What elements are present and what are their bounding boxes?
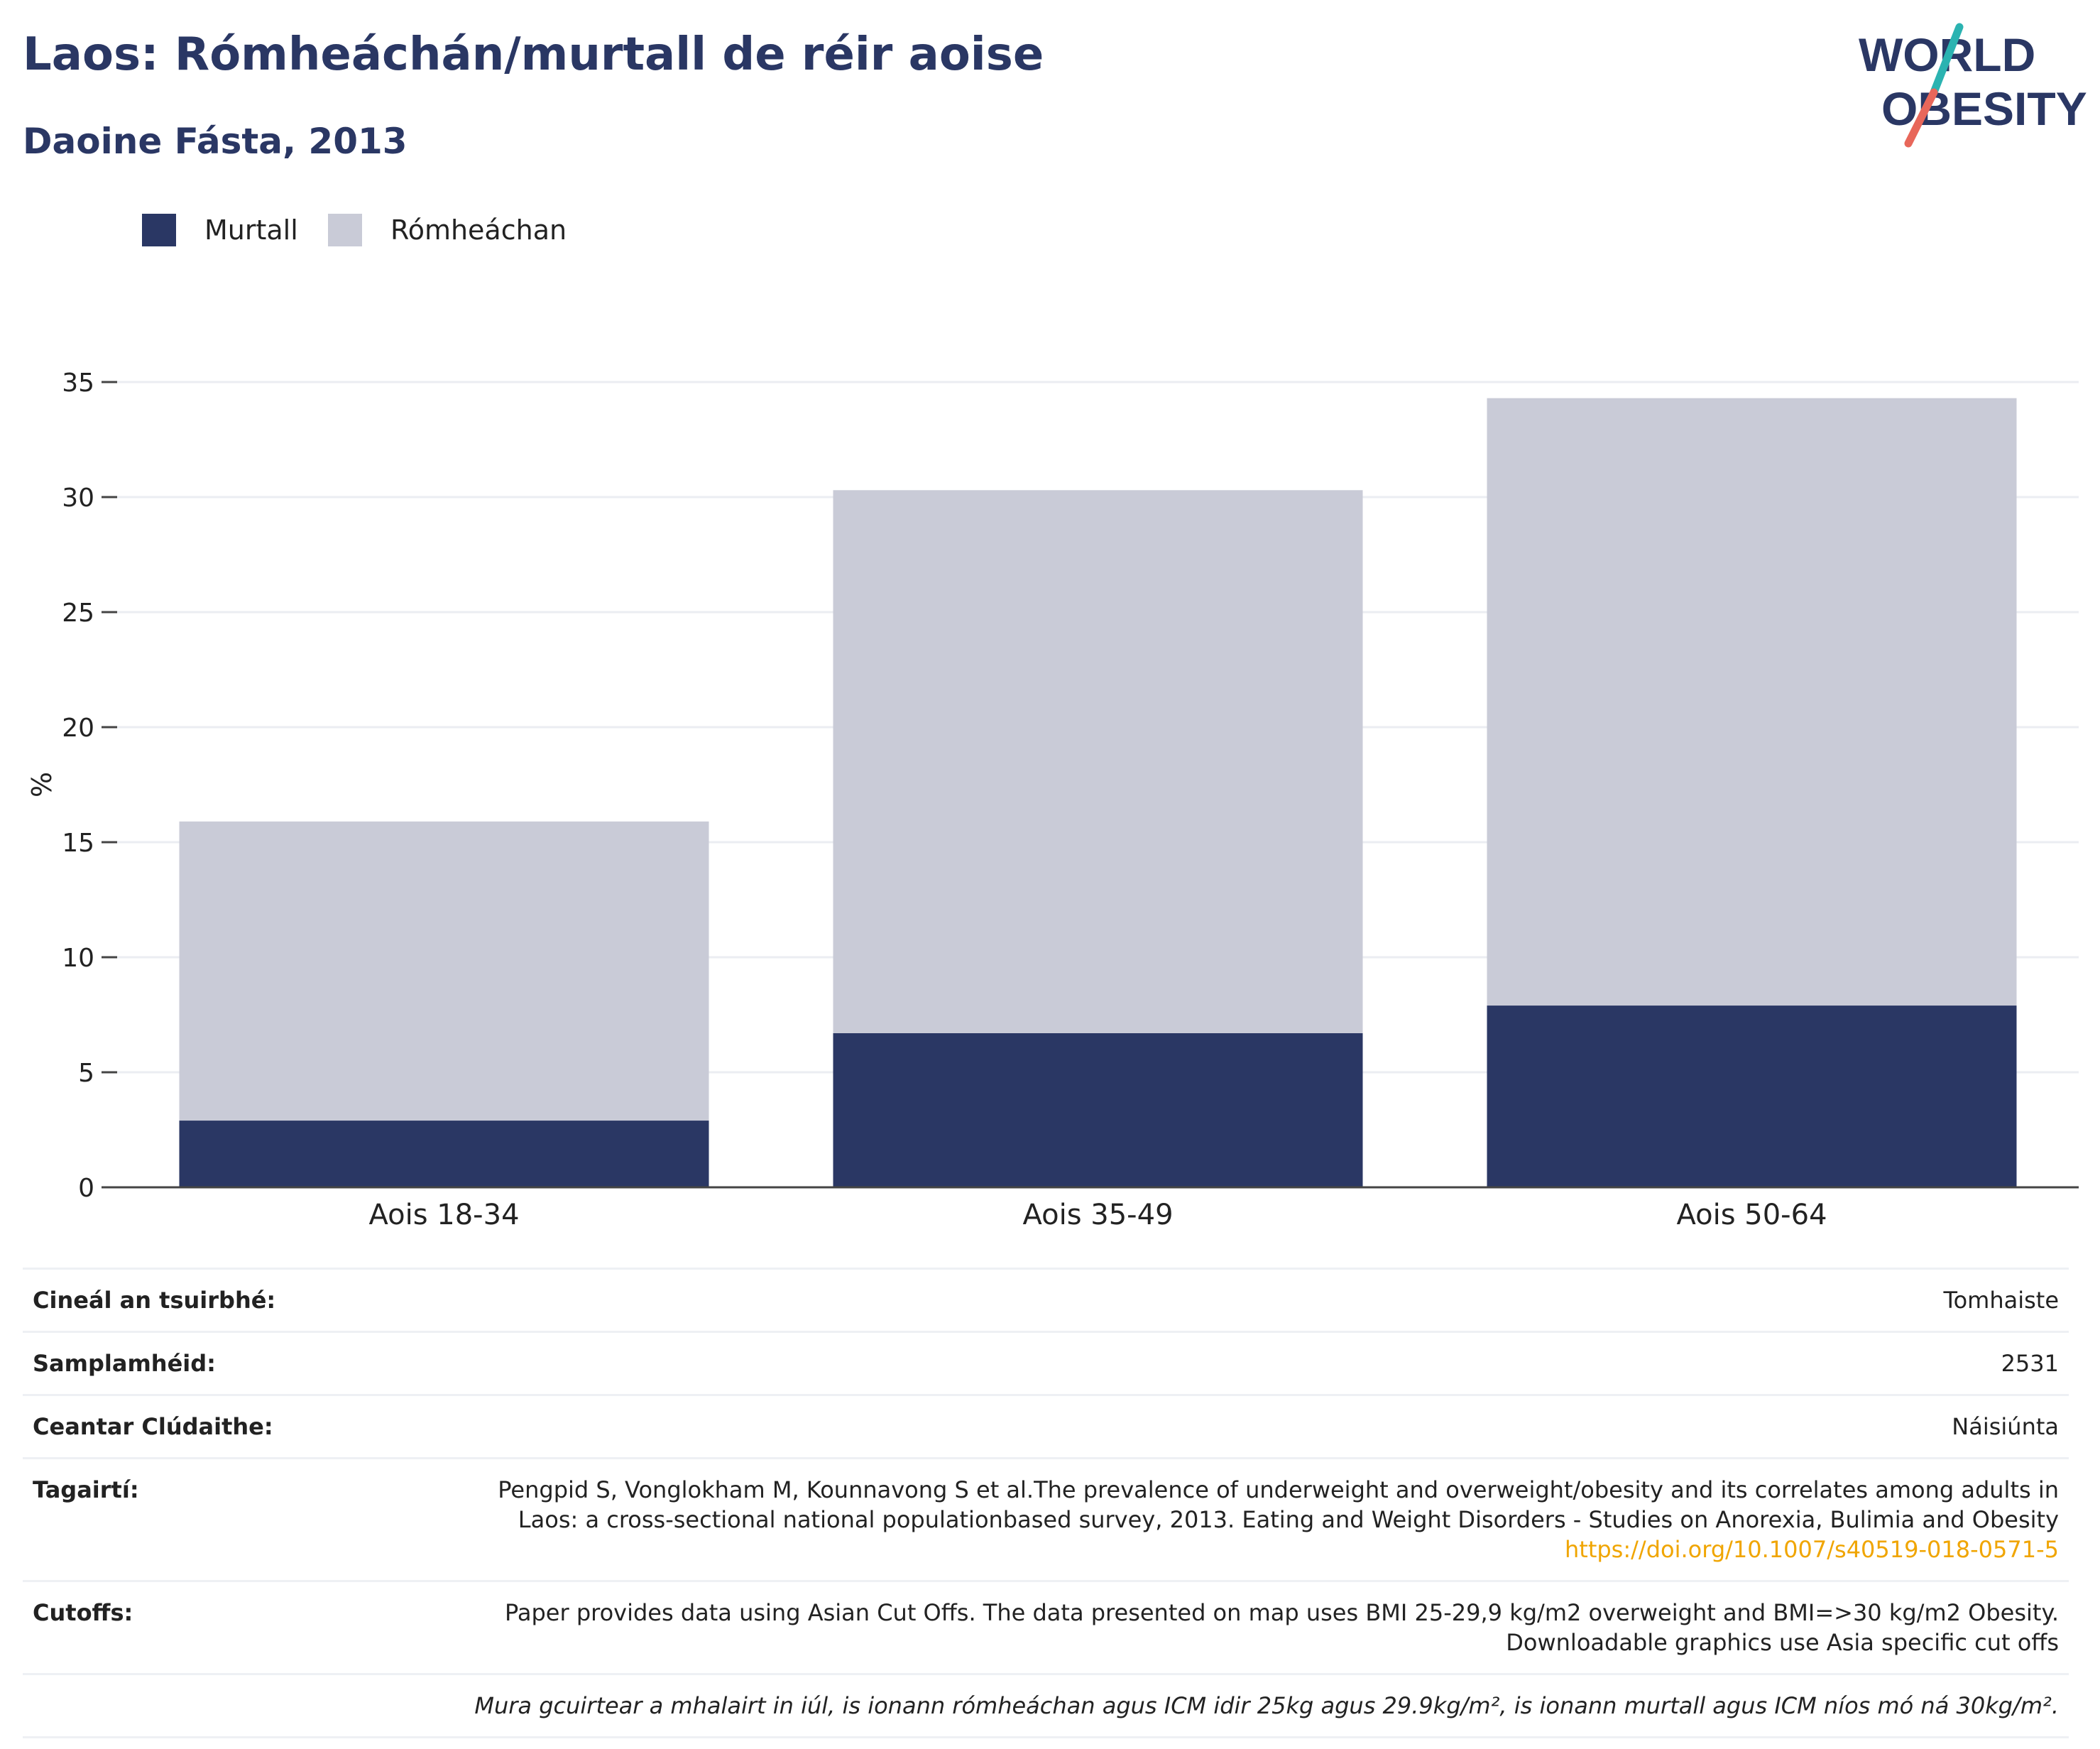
sample-size-value: 2531 <box>440 1331 2069 1395</box>
legend-label-romheachan: Rómheáchan <box>390 214 567 246</box>
references-text: Pengpid S, Vonglokham M, Kounnavong S et… <box>498 1476 2059 1533</box>
bar-romheachan-3 <box>1487 398 2017 1006</box>
info-row-coverage: Ceantar Clúdaithe: Náisiúnta <box>23 1394 2069 1459</box>
info-row-sample-size: Samplamhéid: 2531 <box>23 1331 2069 1395</box>
bar-murtall-1 <box>179 1121 709 1187</box>
survey-type-value: Tomhaiste <box>440 1268 2069 1332</box>
y-axis-label: % <box>26 772 58 797</box>
survey-info-table: Cineál an tsuirbhé: Tomhaiste Samplamhéi… <box>23 1268 2069 1738</box>
references-label: Tagairtí: <box>23 1457 440 1581</box>
legend-label-murtall: Murtall <box>204 214 298 246</box>
legend-swatch-romheachan <box>328 214 362 246</box>
bmi-definition-note: Mura gcuirtear a mhalairt in iúl, is ion… <box>23 1673 2069 1738</box>
bar-murtall-3 <box>1487 1006 2017 1187</box>
x-tick-label-1: Aois 18-34 <box>368 1199 519 1231</box>
coverage-value: Náisiúnta <box>440 1394 2069 1459</box>
x-tick-label-2: Aois 35-49 <box>1022 1199 1173 1231</box>
coverage-label: Ceantar Clúdaithe: <box>23 1394 440 1459</box>
y-tick-label-25: 25 <box>62 599 94 628</box>
cutoffs-label: Cutoffs: <box>23 1580 440 1674</box>
info-row-note: Mura gcuirtear a mhalairt in iúl, is ion… <box>23 1673 2069 1738</box>
y-tick-label-30: 30 <box>62 484 94 513</box>
legend-swatch-murtall <box>142 214 176 246</box>
chart-title: Laos: Rómheáchán/murtall de réir aoise <box>23 28 1044 81</box>
y-tick-label-35: 35 <box>62 369 94 398</box>
sample-size-label: Samplamhéid: <box>23 1331 440 1395</box>
cutoffs-value: Paper provides data using Asian Cut Offs… <box>440 1580 2069 1674</box>
logo-slash-coral <box>1904 88 1938 148</box>
references-doi-link[interactable]: https://doi.org/10.1007/s40519-018-0571-… <box>1564 1536 2059 1563</box>
bar-romheachan-1 <box>179 821 709 1121</box>
info-row-survey-type: Cineál an tsuirbhé: Tomhaiste <box>23 1268 2069 1332</box>
references-value: Pengpid S, Vonglokham M, Kounnavong S et… <box>440 1457 2069 1581</box>
y-tick-label-5: 5 <box>78 1059 94 1088</box>
survey-type-label: Cineál an tsuirbhé: <box>23 1268 440 1332</box>
world-obesity-logo: WORLD OBESITY <box>1859 23 2087 148</box>
bar-chart: 0 5 10 15 20 25 30 35% Aois 18-34 Aois 35-49 Aois … <box>26 369 2079 1231</box>
logo-slash-teal <box>1930 23 1964 97</box>
bar-murtall-2 <box>833 1032 1363 1187</box>
info-row-cutoffs: Cutoffs: Paper provides data using Asian… <box>23 1580 2069 1674</box>
y-tick-label-15: 15 <box>62 829 94 858</box>
info-row-references: Tagairtí: Pengpid S, Vonglokham M, Kounn… <box>23 1457 2069 1581</box>
x-tick-label-3: Aois 50-64 <box>1676 1199 1827 1231</box>
y-tick-label-0: 0 <box>78 1174 94 1203</box>
bar-romheachan-2 <box>833 490 1363 1033</box>
y-tick-label-20: 20 <box>62 714 94 743</box>
y-tick-label-10: 10 <box>62 944 94 973</box>
chart-subtitle: Daoine Fásta, 2013 <box>23 121 408 162</box>
